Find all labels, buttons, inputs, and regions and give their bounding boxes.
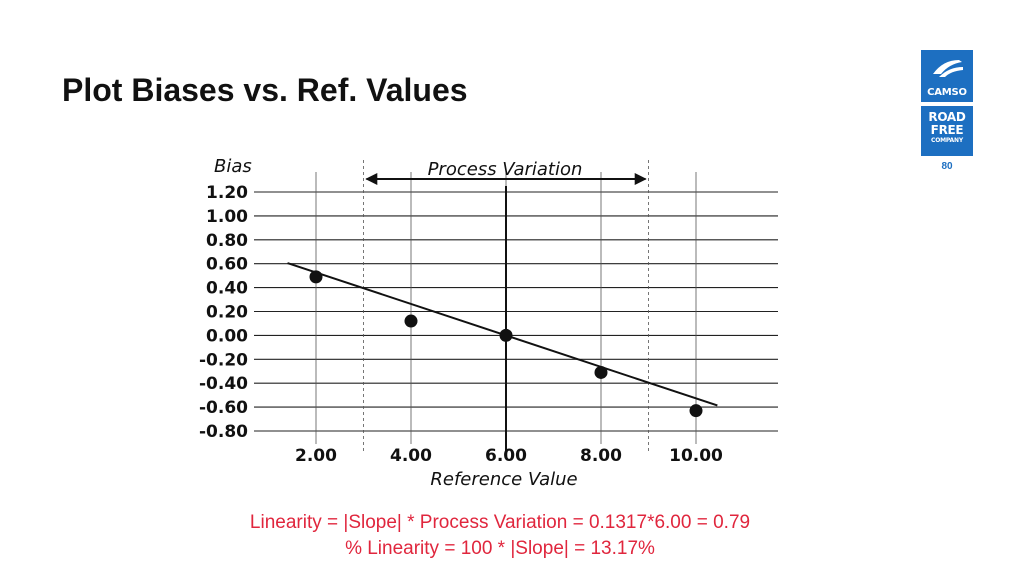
y-tick-label: -0.40: [199, 374, 248, 394]
y-tick-label: 0.20: [206, 303, 248, 323]
y-tick-label: 0.00: [206, 326, 248, 346]
y-tick-label: 1.00: [206, 207, 248, 227]
data-point: [594, 365, 608, 379]
percent-linearity-formula: % Linearity = 100 * |Slope| = 13.17%: [345, 538, 655, 559]
y-tick-label: -0.60: [199, 398, 248, 418]
data-point: [309, 270, 323, 284]
y-tick-label: 0.60: [206, 255, 248, 275]
y-tick-label: 0.80: [206, 231, 248, 251]
slide-title: Plot Biases vs. Ref. Values: [62, 72, 468, 108]
page-number: 80: [941, 161, 953, 172]
data-point: [689, 404, 703, 418]
annotations: Process Variation: [365, 159, 647, 185]
linearity-formula: Linearity = |Slope| * Process Variation …: [249, 512, 751, 533]
x-tick-label: 10.00: [669, 446, 723, 466]
road-logo-line3: COMPANY: [931, 137, 963, 144]
data-point: [499, 328, 513, 342]
road-logo-line1: ROAD: [928, 110, 966, 124]
y-tick-label: -0.20: [199, 350, 248, 370]
road-logo-line2: FREE: [930, 123, 964, 137]
x-tick-label: 8.00: [580, 446, 622, 466]
process-variation-label: Process Variation: [428, 159, 583, 180]
y-tick-label: 1.20: [206, 183, 248, 203]
y-tick-label: -0.80: [199, 422, 248, 442]
x-tick-label: 4.00: [390, 446, 432, 466]
axes: 1.20 1.00 0.80 0.60 0.40 0.20 0.00 -0.20 -0.40 -0…: [199, 156, 723, 490]
data-points: [309, 270, 703, 418]
x-tick-label: 2.00: [295, 446, 337, 466]
camso-wing-icon: [933, 60, 963, 77]
camso-logo-text: CAMSO: [927, 87, 967, 98]
y-tick-label: 0.40: [206, 279, 248, 299]
road-free-logo: ROAD FREE COMPANY: [921, 106, 973, 156]
y-axis-label: Bias: [214, 156, 252, 177]
camso-logo: CAMSO: [921, 50, 973, 102]
data-point: [404, 314, 418, 328]
x-axis-label: Reference Value: [430, 469, 577, 490]
